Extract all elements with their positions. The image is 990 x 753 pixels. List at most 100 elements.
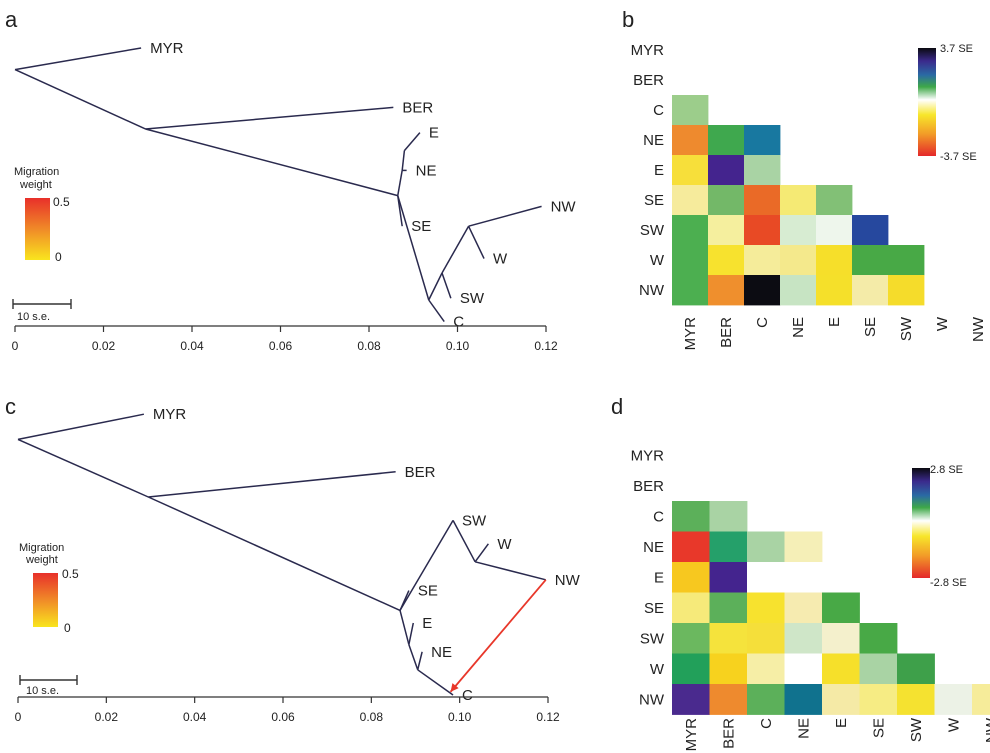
- heatmap-cell: [744, 125, 781, 156]
- migration-color-bar: [25, 198, 50, 260]
- x-axis-c: 0 0.02 0.04 0.06 0.08 0.10 0.12: [15, 696, 560, 724]
- x-tick-label: 0.02: [95, 710, 119, 724]
- col-label-sw: SW: [898, 316, 915, 341]
- panel-letter-b: b: [622, 7, 634, 32]
- heatmap-cell: [972, 684, 990, 715]
- migration-legend-min: 0: [64, 621, 71, 635]
- row-label-e: E: [654, 569, 664, 586]
- tree-branch-sw: [399, 520, 454, 611]
- tree-branch-nw: [474, 561, 546, 581]
- heatmap-cell: [672, 245, 709, 276]
- panel-letter-a: a: [5, 7, 18, 32]
- tree-branch-c: [428, 299, 445, 323]
- tree-branch: [441, 225, 470, 274]
- row-label-sw: SW: [640, 630, 665, 647]
- tree-branch-myr: [14, 47, 142, 71]
- heatmap-cell: [784, 653, 823, 685]
- heatmap-cell: [816, 275, 853, 306]
- col-label-c: C: [754, 317, 771, 328]
- col-label-e: E: [826, 317, 843, 327]
- panel-d: d MYR BER C NE E SE SW W NW MYR BER C NE E SE SW W NW 2.8…: [611, 394, 990, 751]
- leaf-label-se: SE: [418, 583, 438, 600]
- heatmap-cell: [708, 245, 745, 276]
- scale-bar-label: 10 s.e.: [17, 311, 50, 323]
- row-label-myr: MYR: [631, 447, 665, 464]
- row-label-c: C: [653, 102, 664, 119]
- tree-branch-w: [474, 543, 489, 563]
- migration-legend-a: Migration weight 0.5 0: [14, 166, 70, 264]
- col-label-se: SE: [870, 718, 887, 738]
- colorbar-d-max: 2.8 SE: [930, 464, 963, 476]
- leaf-label-nw: NW: [555, 572, 581, 589]
- heatmap-cell: [747, 562, 785, 593]
- tree-branch-ber: [148, 471, 396, 498]
- migration-legend-c: Migration weight 0.5 0: [19, 542, 79, 635]
- row-label-ber: BER: [633, 72, 664, 89]
- tree-branch-ne: [416, 651, 423, 670]
- tree-branch-c: [417, 669, 454, 696]
- heatmap-cell: [672, 95, 709, 126]
- heatmap-b: MYR BER C NE E SE SW W NW MYR BER C NE E SE SW W NW: [631, 42, 987, 350]
- tree-c: MYR BER SW W NW SE E NE C: [17, 406, 581, 704]
- leaf-label-myr: MYR: [150, 40, 184, 57]
- heatmap-cell: [747, 531, 785, 563]
- heatmap-cell: [709, 531, 748, 563]
- leaf-label-myr: MYR: [153, 406, 187, 423]
- leaf-label-nw: NW: [551, 198, 577, 215]
- migration-legend-title-2: weight: [25, 554, 58, 566]
- heatmap-cell: [672, 185, 709, 216]
- heatmap-cell: [709, 653, 748, 685]
- heatmap-cell: [672, 592, 710, 624]
- row-label-nw: NW: [639, 691, 665, 708]
- heatmap-cell: [780, 275, 817, 306]
- heatmap-cell: [747, 684, 785, 715]
- leaf-label-sw: SW: [460, 290, 485, 307]
- migration-color-bar: [33, 573, 58, 627]
- heatmap-cell: [708, 155, 745, 186]
- tree-branch: [17, 438, 149, 498]
- col-label-sw: SW: [908, 717, 925, 742]
- panel-letter-c: c: [5, 394, 16, 419]
- scale-bar-c: 10 s.e.: [19, 675, 78, 697]
- leaf-label-ber: BER: [405, 464, 436, 481]
- heatmap-cell: [934, 684, 973, 715]
- heatmap-cell: [672, 531, 710, 563]
- migration-legend-max: 0.5: [62, 567, 79, 581]
- tree-branch-sw: [441, 272, 452, 299]
- heatmap-cell: [747, 623, 785, 654]
- tree-branch-myr: [17, 413, 145, 441]
- heatmap-cell: [744, 185, 781, 216]
- row-label-e: E: [654, 162, 664, 179]
- tree-branch-ber: [145, 106, 394, 130]
- heatmap-cell: [747, 653, 785, 685]
- col-label-ber: BER: [718, 317, 735, 348]
- heatmap-cell: [672, 215, 709, 246]
- heatmap-cell: [816, 245, 853, 276]
- tree-branch-nw: [468, 205, 542, 227]
- heatmap-cell: [822, 684, 860, 715]
- migration-legend-title-2: weight: [19, 179, 52, 191]
- heatmap-cell: [784, 684, 823, 715]
- heatmap-cell: [708, 215, 745, 246]
- heatmap-cell: [672, 562, 710, 593]
- col-label-w: W: [945, 717, 962, 732]
- row-label-nw: NW: [639, 282, 665, 299]
- tree-branch: [408, 644, 419, 671]
- x-tick-label: 0.10: [448, 710, 472, 724]
- tree-branch: [399, 610, 410, 645]
- row-label-w: W: [650, 252, 665, 269]
- heatmap-cell: [672, 125, 709, 156]
- panel-letter-d: d: [611, 394, 623, 419]
- heatmap-cell: [780, 245, 817, 276]
- heatmap-cell: [784, 592, 823, 624]
- x-tick-label: 0.10: [446, 339, 470, 353]
- heatmap-cell: [672, 653, 710, 685]
- tree-branch-se: [399, 590, 410, 611]
- tree-branch: [452, 520, 476, 563]
- col-label-ber: BER: [720, 718, 737, 749]
- tree-branch-w: [467, 225, 485, 259]
- col-label-nw: NW: [983, 717, 990, 743]
- col-label-nw: NW: [970, 316, 987, 342]
- colorbar-b: 3.7 SE -3.7 SE: [918, 43, 977, 163]
- x-tick-label: 0: [12, 339, 19, 353]
